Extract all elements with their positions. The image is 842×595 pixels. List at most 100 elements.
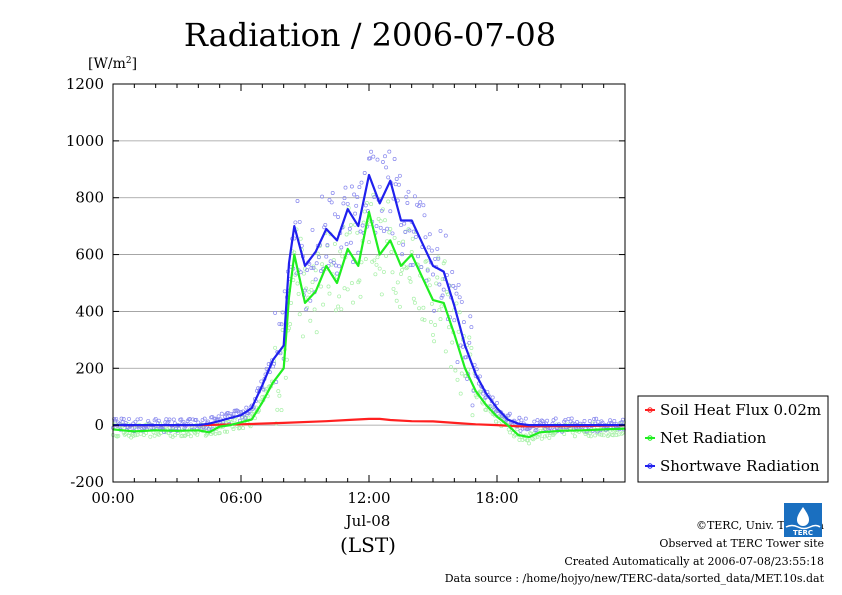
series-dot (368, 156, 373, 161)
series-dot (594, 416, 599, 421)
series-dot (133, 419, 138, 424)
observed-text: Observed at TERC Tower site (659, 537, 824, 550)
series-dot (329, 200, 334, 205)
series-dot (273, 310, 278, 315)
series-dot (425, 267, 430, 272)
series-dot (443, 349, 448, 354)
series-dot (469, 346, 474, 350)
x-axis-ticks: 00:00 06:00 12:00 18:00 (91, 84, 605, 507)
legend-marker (647, 407, 653, 413)
series-dot (347, 230, 352, 235)
x-tick-label: 18:00 (475, 489, 518, 507)
series-dot (431, 332, 435, 337)
series-dot (351, 300, 355, 305)
series-dot (592, 417, 597, 421)
series-dot (597, 432, 602, 437)
series-dot (458, 391, 463, 396)
series-dot (314, 330, 319, 335)
series-dot (539, 436, 544, 441)
series-dot (231, 427, 236, 431)
series-dot (384, 165, 389, 170)
series-dot (312, 307, 317, 312)
series-dot (378, 225, 383, 230)
series-dot (167, 417, 172, 422)
series-dot (320, 262, 325, 267)
series-dot (323, 223, 328, 227)
series-dot (488, 404, 493, 409)
series-dot (493, 409, 498, 414)
x-axis-timezone: (LST) (340, 533, 396, 557)
series-dot (407, 276, 412, 281)
series-dot (441, 287, 446, 292)
series-dot (217, 431, 222, 436)
y-axis-ticks: -200 0 200 400 600 800 1000 1200 (66, 75, 625, 491)
series-dot (423, 235, 428, 240)
series-dot (394, 298, 399, 303)
series-dot (456, 282, 461, 287)
series-dot (383, 154, 387, 159)
series-dot (408, 279, 413, 284)
series-dot (337, 264, 342, 269)
series-dot (477, 374, 482, 379)
series-dot (116, 434, 121, 438)
series-dot (507, 411, 512, 416)
chart-title: Radiation / 2006-07-08 (184, 16, 556, 54)
series-dot (239, 410, 243, 414)
series-dot (347, 226, 352, 231)
series-dot (429, 248, 434, 253)
series-dot (425, 268, 430, 273)
series-dot (172, 433, 177, 438)
series-dot (387, 149, 392, 154)
series-dot (377, 266, 382, 271)
series-dot (424, 258, 429, 263)
series-dot (438, 228, 443, 233)
series-dot (431, 272, 435, 277)
series-dot (535, 434, 540, 439)
series-dot (308, 298, 313, 303)
series-dot (454, 301, 459, 306)
series-dot (474, 395, 479, 400)
series-dot (133, 433, 138, 438)
series-dot (369, 149, 374, 154)
legend-label: Shortwave Radiation (660, 457, 820, 475)
series-dot (393, 290, 398, 295)
series-dot (331, 258, 336, 263)
series-dot (358, 229, 363, 234)
series-dot (179, 417, 184, 422)
x-tick-label: 12:00 (347, 489, 390, 507)
series-dot (280, 310, 285, 315)
series-dot (614, 433, 619, 437)
series-dot (373, 272, 378, 277)
series-dot (441, 261, 446, 266)
series-dot (138, 416, 143, 421)
series-dot (283, 375, 288, 380)
series-dot (314, 261, 319, 266)
series-dot (337, 294, 342, 299)
series-dot (468, 314, 473, 319)
series-dot (216, 414, 221, 419)
series-dot (379, 292, 384, 297)
series-line (113, 173, 625, 427)
series-dot (391, 286, 396, 291)
series-dot (388, 209, 393, 214)
series-dot (256, 386, 261, 391)
series-dot (385, 226, 390, 231)
series-dot (304, 286, 309, 291)
series-dot (359, 180, 364, 185)
series-dot (400, 252, 405, 257)
series-dot (532, 419, 537, 424)
series-dot (297, 219, 302, 224)
series-dot (114, 416, 119, 421)
series-dot (545, 418, 550, 423)
series-dot (223, 414, 227, 419)
series-dot (543, 427, 547, 431)
series-dot (469, 325, 474, 330)
series-dot (355, 195, 360, 200)
series-dot (442, 259, 447, 264)
y-tick-label: 800 (75, 189, 104, 207)
series-dot (399, 272, 403, 276)
series-dot (343, 185, 348, 190)
series-dot (329, 262, 334, 267)
series-dot (449, 365, 454, 370)
series-dot (440, 277, 445, 282)
